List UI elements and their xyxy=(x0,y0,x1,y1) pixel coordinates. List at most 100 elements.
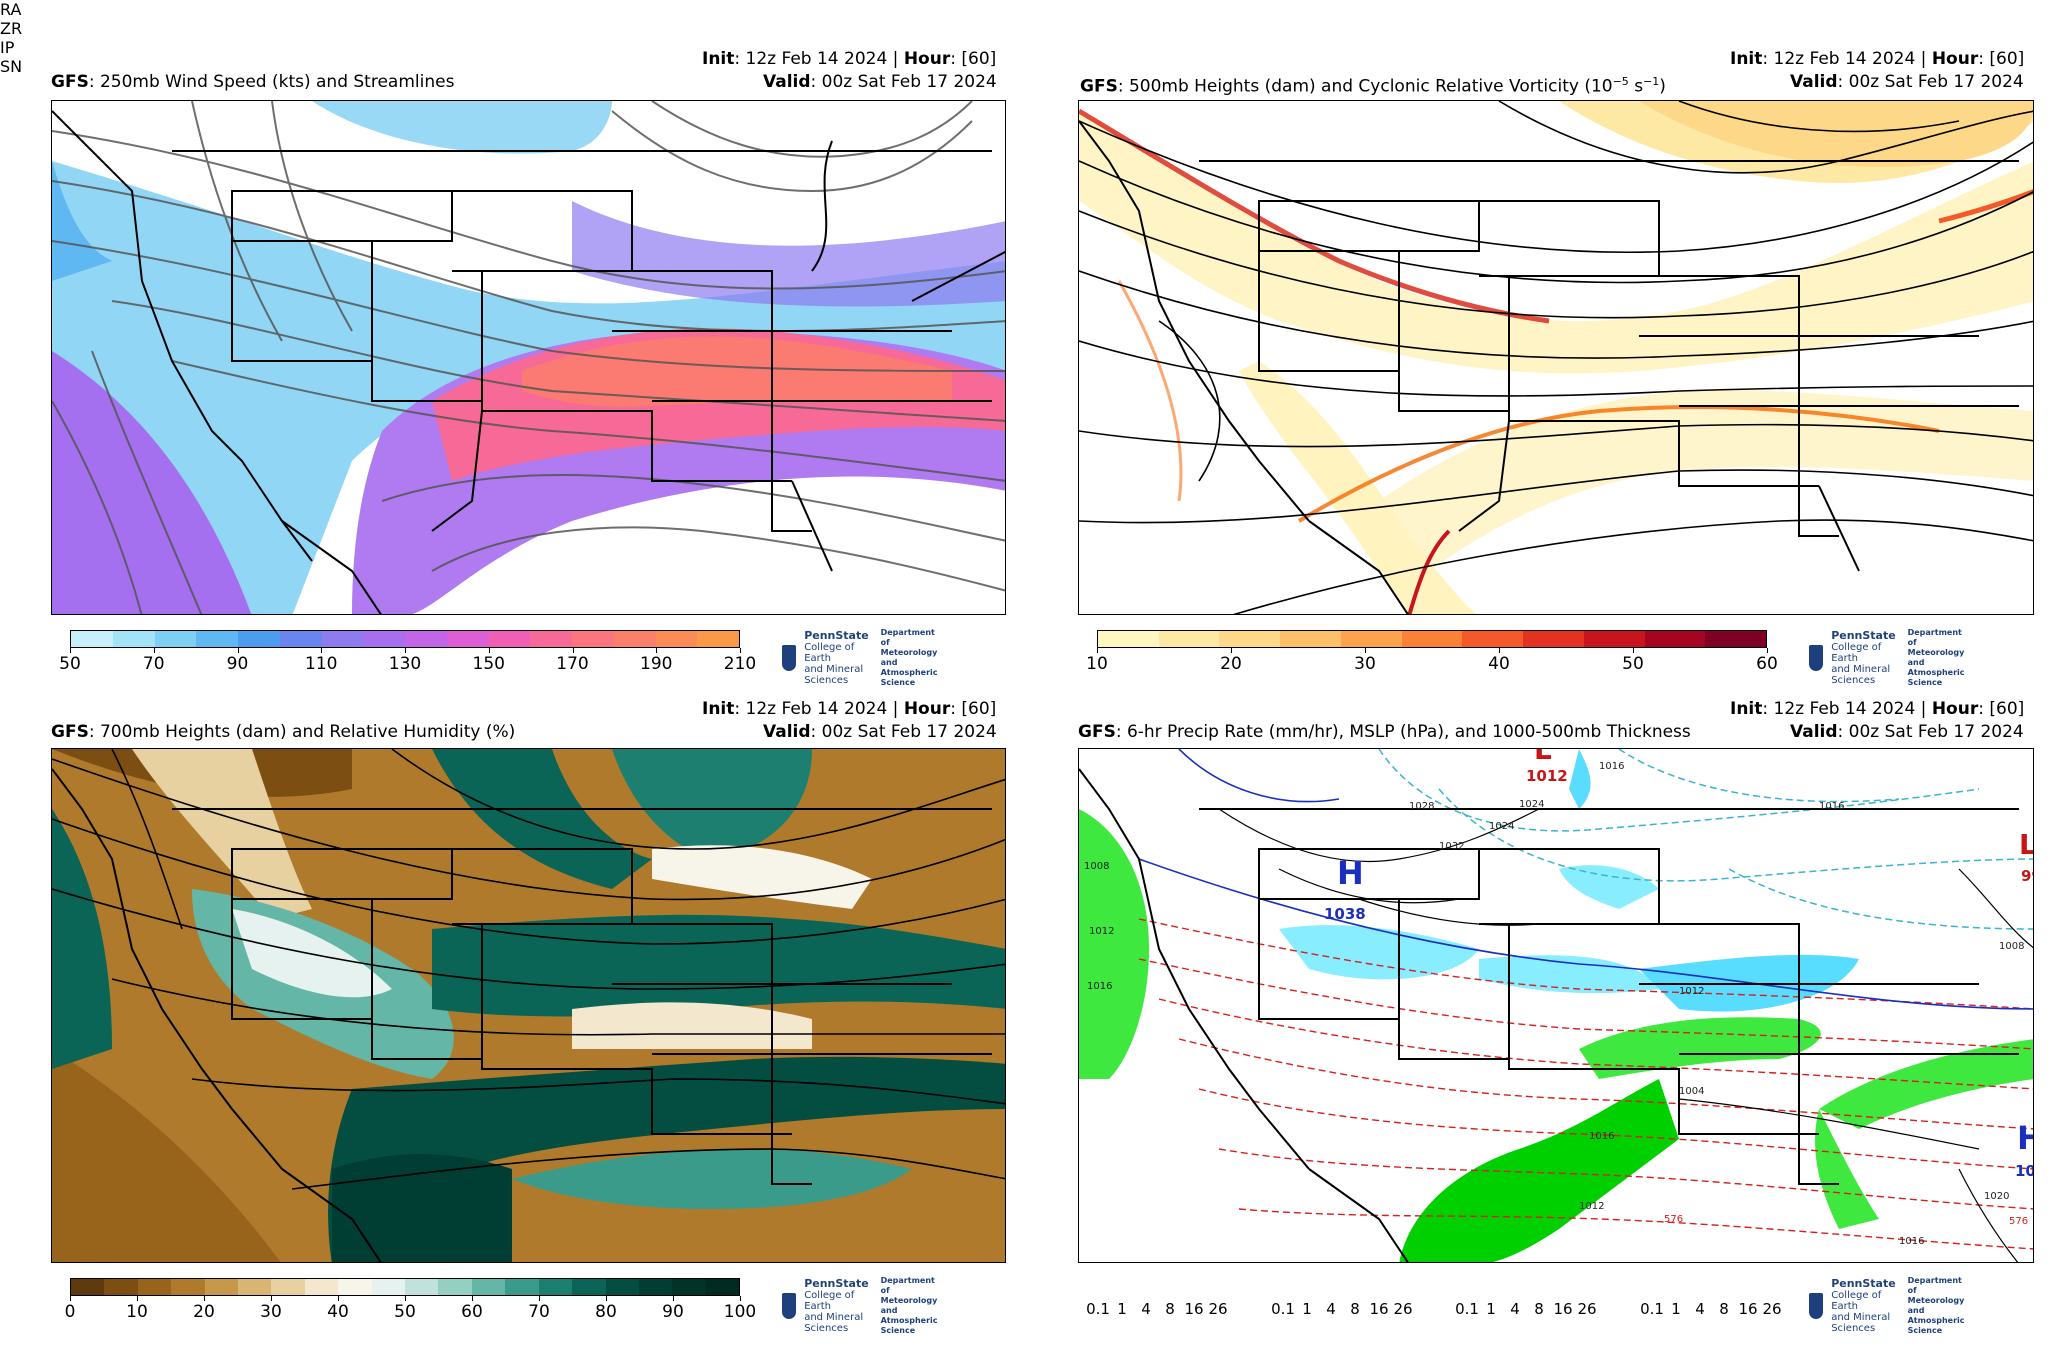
colorbar-segment xyxy=(371,1279,406,1295)
valid-line: Valid: 00z Sat Feb 17 2024 xyxy=(763,722,997,742)
colorbar-tick-label: 40 xyxy=(327,1302,349,1322)
precip-tick-label: 0.1 xyxy=(1271,1300,1295,1318)
precip-tick-label: 1 xyxy=(1486,1300,1496,1318)
colorbar-tick-label: 10 xyxy=(126,1302,148,1322)
init-line: Init: 12z Feb 14 2024 | Hour: [60] xyxy=(1730,699,2025,719)
precip-tick-label: 4 xyxy=(1695,1300,1705,1318)
colorbar-tick-label: 100 xyxy=(723,1302,757,1322)
colorbar-segment xyxy=(1340,631,1402,647)
colorbar-tick-label: 130 xyxy=(388,654,422,674)
precip-type-label: RA xyxy=(0,0,22,19)
isobar-label: 1016 xyxy=(1899,1236,1924,1247)
isobar-label: 1008 xyxy=(1084,861,1109,872)
colorbar-segment xyxy=(1158,631,1220,647)
colorbar-segment xyxy=(446,631,489,647)
colorbar-segment xyxy=(1583,631,1645,647)
colorbar-segment xyxy=(304,1279,339,1295)
colorbar-segment xyxy=(405,631,447,647)
isobar-label: 1020 xyxy=(1984,1191,2009,1202)
colorbar-segment xyxy=(438,1279,472,1295)
thickness-label: 576 xyxy=(2009,1216,2028,1227)
low-pressure-value: 99 xyxy=(2021,867,2034,885)
colorbar-segment xyxy=(1523,631,1584,647)
precip-tick-label: 0.1 xyxy=(1640,1300,1664,1318)
precip-tick-label: 0.1 xyxy=(1455,1300,1479,1318)
colorbar-rh xyxy=(70,1278,740,1296)
isobar-label: 1016 xyxy=(1819,801,1844,812)
colorbar-segment xyxy=(271,1279,305,1295)
colorbar-tick-mark xyxy=(1097,648,1098,653)
colorbar-segment xyxy=(1401,631,1463,647)
precip-tick-label: 0.1 xyxy=(1086,1300,1110,1318)
thickness-label: 576 xyxy=(1664,1214,1683,1225)
precip-tick-label: 8 xyxy=(1719,1300,1729,1318)
panel-title: GFS: 700mb Heights (dam) and Relative Hu… xyxy=(51,722,516,742)
colorbar-tick-label: 90 xyxy=(226,654,249,674)
colorbar-tick-mark xyxy=(488,648,490,653)
colorbar-segment xyxy=(137,1279,172,1295)
colorbar-tick-label: 70 xyxy=(142,654,165,674)
precip-tick-label: 16 xyxy=(1184,1300,1204,1318)
colorbar-segment xyxy=(238,1279,272,1295)
colorbar-segment xyxy=(1462,631,1524,647)
colorbar-tick-label: 90 xyxy=(662,1302,684,1322)
colorbar-tick-mark xyxy=(1633,648,1634,653)
precip-tick-label: 16 xyxy=(1553,1300,1573,1318)
colorbar-tick-mark xyxy=(1365,648,1366,653)
colorbar-tick-label: 60 xyxy=(1756,654,1778,674)
colorbar-segment xyxy=(655,631,698,647)
init-line: Init: 12z Feb 14 2024 | Hour: [60] xyxy=(702,49,997,69)
colorbar-tick-mark xyxy=(271,1296,272,1301)
isobar-label: 1012 xyxy=(1089,926,1114,937)
colorbar-tick-mark xyxy=(70,648,71,653)
colorbar-tick-label: 150 xyxy=(472,654,505,674)
colorbar-segment xyxy=(405,1279,439,1295)
colorbar-tick-mark xyxy=(1499,648,1500,653)
isobar-label: 1032 xyxy=(1439,841,1464,852)
colorbar-segment xyxy=(154,631,197,647)
colorbar-segment xyxy=(1219,631,1281,647)
precip-tick-label: 26 xyxy=(1762,1300,1782,1318)
colorbar-tick-mark xyxy=(740,1296,741,1301)
isobar-labels: 1016 1028 1024 1032 1008 1012 1016 1012 1008 1016… xyxy=(1084,761,2024,1247)
precip-type-legend: RA 0.1 1 4 8 16 26 ZR 0.1 1 4 8 16 26 IP 0.1 1 4 8 16 26 SN 0.… xyxy=(0,0,1782,1318)
colorbar-tick-label: 170 xyxy=(556,654,589,674)
high-pressure-symbol: H xyxy=(2017,1119,2034,1157)
colorbar-tick-mark xyxy=(673,1296,674,1301)
colorbar-segment xyxy=(572,1279,606,1295)
colorbar-wind xyxy=(70,630,740,648)
precip-tick-label: 8 xyxy=(1350,1300,1360,1318)
colorbar-tick-mark xyxy=(606,1296,607,1301)
precip-tick-label: 16 xyxy=(1369,1300,1389,1318)
colorbar-segment xyxy=(1705,631,1767,647)
colorbar-segment xyxy=(538,1279,573,1295)
colorbar-segment xyxy=(530,631,572,647)
precip-type-label: SN xyxy=(0,57,23,76)
colorbar-tick-mark xyxy=(1231,648,1232,653)
precip-tick-label: 26 xyxy=(1577,1300,1597,1318)
panel-title: GFS: 250mb Wind Speed (kts) and Streamli… xyxy=(51,72,455,92)
colorbar-tick-mark xyxy=(405,1296,406,1301)
colorbar-segment xyxy=(204,1279,239,1295)
colorbar-tick-mark xyxy=(338,1296,339,1301)
colorbar-tick-mark xyxy=(405,648,406,653)
colorbar-segment xyxy=(238,631,280,647)
nittany-lion-icon xyxy=(1809,1293,1824,1319)
isobar-label: 1028 xyxy=(1409,801,1434,812)
isobar-label: 1004 xyxy=(1679,1086,1704,1097)
colorbar-tick-mark xyxy=(572,648,574,653)
panel-precip-mslp: GFS: 6-hr Precip Rate (mm/hr), MSLP (hPa… xyxy=(0,0,2034,1335)
colorbar-segment xyxy=(638,1279,673,1295)
isobar-label: 1024 xyxy=(1519,799,1544,810)
nittany-lion-icon xyxy=(782,645,797,671)
precip-type-label: ZR xyxy=(0,19,23,38)
colorbar-tick-label: 50 xyxy=(394,1302,416,1322)
colorbar-segment xyxy=(363,631,405,647)
isobar-label: 1012 xyxy=(1679,986,1704,997)
colorbar-tick-label: 210 xyxy=(723,654,757,674)
colorbar-tick-mark xyxy=(153,648,155,653)
colorbar-tick-mark xyxy=(70,1296,71,1301)
colorbar-tick-mark xyxy=(539,1296,540,1301)
colorbar-tick-label: 30 xyxy=(1354,654,1376,674)
colorbar-tick-mark xyxy=(321,648,323,653)
